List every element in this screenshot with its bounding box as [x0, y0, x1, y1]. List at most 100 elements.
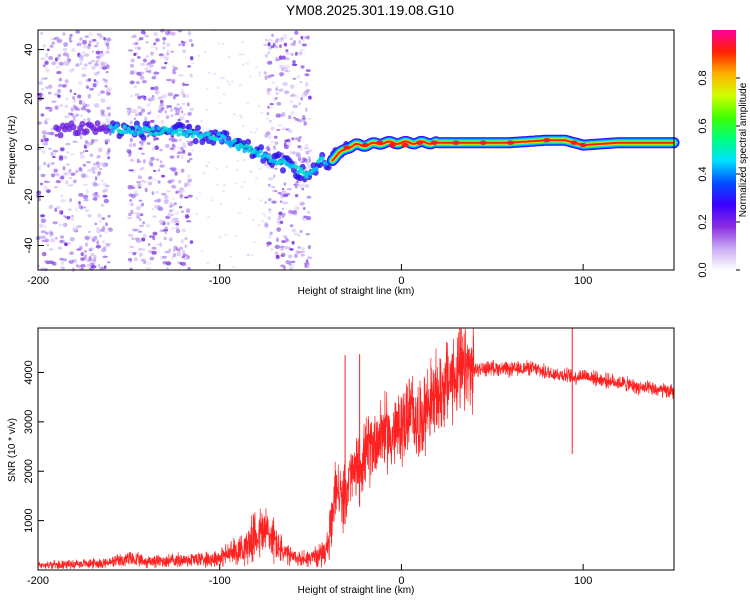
spectrogram-noise-blob	[40, 88, 45, 91]
spectrogram-noise-blob	[75, 30, 80, 34]
spectrogram-peak-blob	[376, 140, 384, 145]
spectrogram-noise-blob	[88, 32, 94, 36]
spectrogram-noise-blob	[56, 65, 60, 69]
spectrogram-noise-blob	[75, 169, 79, 174]
spectrogram-ridge-core	[294, 164, 299, 170]
spectrogram-noise-blob	[146, 261, 152, 266]
spectrogram-ridge-core	[258, 149, 263, 154]
spectrogram-noise-blob	[91, 167, 94, 172]
spectrogram-noise-blob	[99, 234, 102, 238]
spectrogram-noise-blob	[274, 167, 278, 170]
spectrogram-noise-blob	[147, 61, 153, 65]
spectrogram-noise-blob	[278, 211, 283, 216]
spectrogram-noise-blob	[40, 230, 46, 233]
spectrogram-ridge-halo	[258, 144, 265, 151]
spectrogram-noise-blob	[171, 213, 174, 217]
spectrogram-noise-blob	[86, 86, 89, 89]
spectrogram-noise-blob	[78, 99, 82, 105]
spectrogram-noise-blob	[96, 71, 100, 74]
spectrogram-noise-blob	[54, 105, 59, 110]
spectrogram-noise-blob	[82, 183, 88, 186]
spectrogram-noise-blob	[46, 132, 51, 135]
spectrogram-noise-blob	[189, 240, 194, 244]
spectrogram-noise-blob	[68, 260, 74, 264]
spectrogram-noise-blob	[138, 147, 143, 150]
spectrogram-noise-blob	[86, 168, 92, 173]
spectrogram-noise-blob	[75, 62, 80, 67]
spectrogram-noise-blob	[39, 78, 43, 83]
spectrogram-noise-blob	[234, 235, 238, 238]
spectrogram-noise-blob	[69, 237, 75, 242]
spectrogram-noise-blob	[154, 199, 160, 203]
spectrogram-noise-blob	[99, 168, 103, 171]
spectrogram-noise-blob	[134, 250, 140, 254]
spectrogram-noise-blob	[64, 115, 69, 119]
spectrogram-noise-blob	[63, 172, 69, 176]
spectrogram-noise-blob	[86, 263, 92, 268]
spectrogram-noise-blob	[297, 156, 302, 162]
spectrogram-noise-blob	[72, 179, 77, 184]
spectrogram-noise-blob	[60, 193, 64, 198]
spectrogram-noise-blob	[84, 150, 89, 152]
spectrogram-noise-blob	[290, 110, 295, 116]
spectrogram-noise-blob	[219, 203, 223, 206]
spectrogram-noise-blob	[172, 253, 177, 258]
spectrogram-noise-blob	[99, 266, 105, 270]
spectrogram-noise-blob	[40, 138, 44, 143]
spectrogram-noise-blob	[183, 145, 187, 148]
spectrogram-noise-blob	[280, 245, 285, 249]
spectrogram-noise-blob	[150, 59, 156, 64]
spectrogram-noise-blob	[275, 40, 279, 43]
spectrogram-ridge-core	[156, 126, 161, 131]
spectrogram-noise-blob	[127, 212, 132, 217]
spectrogram-noise-blob	[70, 48, 76, 53]
spectrogram-noise-blob	[41, 77, 47, 80]
spectrogram-noise-blob	[94, 139, 99, 142]
spectrogram-noise-blob	[270, 126, 275, 131]
spectrogram-noise-blob	[136, 105, 142, 109]
spectrogram-noise-blob	[96, 228, 101, 234]
spectrogram-noise-blob	[289, 224, 294, 228]
spectrogram-noise-blob	[150, 156, 155, 161]
spectrogram-noise-blob	[168, 204, 173, 208]
spectrogram-noise-blob	[176, 251, 181, 257]
spectrogram-noise-blob	[62, 47, 68, 52]
spectrogram-noise-blob	[179, 206, 183, 209]
spectrogram-noise-blob	[307, 155, 311, 161]
spectrogram-peak-blob	[507, 140, 514, 145]
spectrogram-ridge-core	[244, 143, 249, 149]
spectrogram-noise-blob	[173, 202, 177, 206]
spectrogram-noise-blob	[69, 198, 72, 203]
spectrogram-noise-blob	[66, 184, 72, 187]
spectrogram-noise-blob	[164, 143, 170, 149]
spectrogram-noise-blob	[140, 95, 146, 99]
spectrogram-noise-blob	[153, 31, 158, 37]
spectrogram-noise-blob	[294, 253, 298, 258]
spectrogram-noise-blob	[102, 78, 105, 81]
spectrogram-noise-blob	[63, 215, 67, 218]
spectrogram-xtick-label: -200	[27, 275, 49, 287]
spectrogram-noise-blob	[138, 252, 143, 258]
spectrogram-noise-blob	[283, 67, 288, 72]
spectrogram-ridge-core	[146, 127, 151, 133]
spectrogram-noise-blob	[44, 137, 49, 142]
spectrogram-noise-blob	[86, 161, 91, 164]
spectrogram-ridge-core	[190, 133, 195, 139]
spectrogram-noise-blob	[293, 232, 299, 236]
spectrogram-noise-blob	[47, 68, 50, 73]
spectrogram-ridge-core	[184, 133, 189, 138]
spectrogram-noise-blob	[241, 125, 245, 128]
spectrogram-noise-blob	[276, 218, 280, 224]
spectrogram-noise-blob	[127, 257, 133, 262]
spectrogram-noise-blob	[84, 235, 90, 240]
spectrogram-noise-blob	[166, 78, 172, 82]
spectrogram-noise-blob	[230, 80, 234, 83]
spectrogram-noise-blob	[221, 42, 225, 46]
spectrogram-noise-blob	[136, 212, 141, 216]
spectrogram-noise-blob	[128, 193, 133, 197]
spectrogram-noise-blob	[96, 240, 99, 245]
spectrogram-noise-blob	[297, 233, 301, 238]
spectrogram-noise-blob	[266, 145, 270, 150]
spectrogram-noise-blob	[92, 197, 98, 201]
spectrogram-noise-blob	[264, 53, 268, 58]
